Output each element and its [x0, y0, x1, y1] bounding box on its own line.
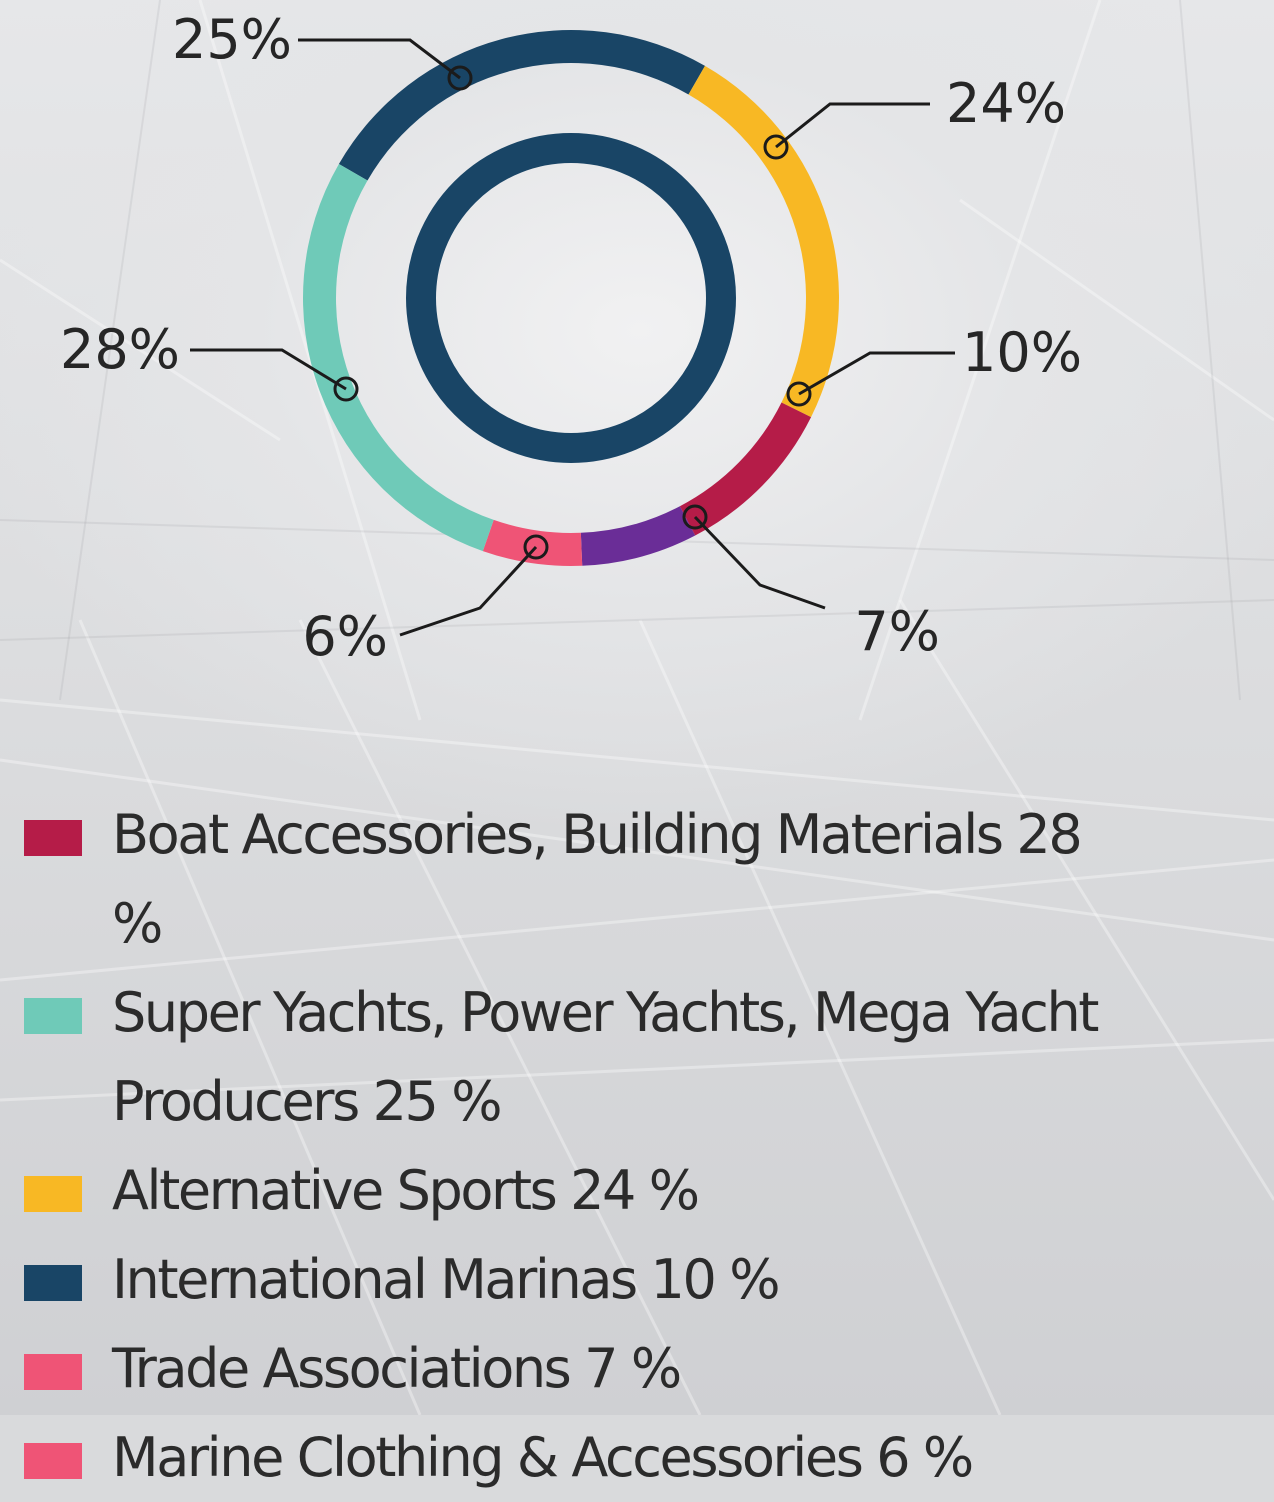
callout-line — [775, 102, 930, 149]
legend-item-super-yachts: Super Yachts, Power Yachts, Mega Yacht P… — [24, 968, 1264, 1146]
legend-label: Boat Accessories, Building Materials 28 … — [112, 803, 1083, 955]
data-label: 25% — [172, 8, 292, 71]
legend-label: International Marinas 10 % — [112, 1248, 781, 1311]
data-label: 6% — [302, 605, 388, 668]
background-structure — [0, 0, 1274, 1415]
data-label: 7% — [854, 600, 940, 663]
callout-dot — [333, 376, 359, 402]
legend-swatch — [24, 998, 82, 1034]
donut-slice-6-percent — [482, 519, 583, 566]
legend-swatch — [24, 1354, 82, 1390]
inner-ring — [406, 133, 736, 463]
callout-dot — [786, 381, 812, 407]
legend-item-alternative-sports: Alternative Sports 24 % — [24, 1146, 1264, 1235]
callout-line — [298, 38, 461, 80]
data-label: 10% — [962, 321, 1082, 384]
data-label: 24% — [946, 72, 1066, 135]
legend-swatch — [24, 1176, 82, 1212]
data-label: 28% — [60, 318, 180, 381]
callout-line — [190, 348, 347, 391]
callout-dot — [523, 534, 549, 560]
callout-line — [693, 515, 826, 610]
donut-slice-28-percent — [302, 164, 494, 552]
callout-dot — [682, 504, 708, 530]
legend-label: Super Yachts, Power Yachts, Mega Yacht P… — [112, 981, 1099, 1133]
donut-slice-7-percent — [580, 506, 696, 566]
legend-item-trade-associations: Trade Associations 7 % — [24, 1324, 1264, 1413]
donut-slice-25-percent — [338, 30, 705, 181]
background — [0, 0, 1274, 1415]
legend-swatch — [24, 1443, 82, 1479]
donut-slice-10-percent — [679, 402, 812, 536]
legend-item-marine-clothing: Marine Clothing & Accessories 6 % — [24, 1413, 1264, 1502]
callout-line — [399, 545, 538, 637]
legend-label: Trade Associations 7 % — [112, 1337, 682, 1400]
legend: Boat Accessories, Building Materials 28 … — [24, 790, 1264, 1502]
callout-line — [798, 351, 955, 396]
legend-item-boat-accessories: Boat Accessories, Building Materials 28 … — [24, 790, 1264, 968]
legend-swatch — [24, 1265, 82, 1301]
donut-chart: 25% 24% 10% 7% 6% 28% — [60, 8, 1082, 668]
legend-label: Alternative Sports 24 % — [112, 1159, 700, 1222]
legend-item-international-marinas: International Marinas 10 % — [24, 1235, 1264, 1324]
donut-slice-24-percent — [688, 65, 839, 418]
legend-swatch — [24, 820, 82, 856]
legend-label: Marine Clothing & Accessories 6 % — [112, 1426, 974, 1489]
callout-dot — [763, 134, 789, 160]
callout-dot — [447, 65, 473, 91]
